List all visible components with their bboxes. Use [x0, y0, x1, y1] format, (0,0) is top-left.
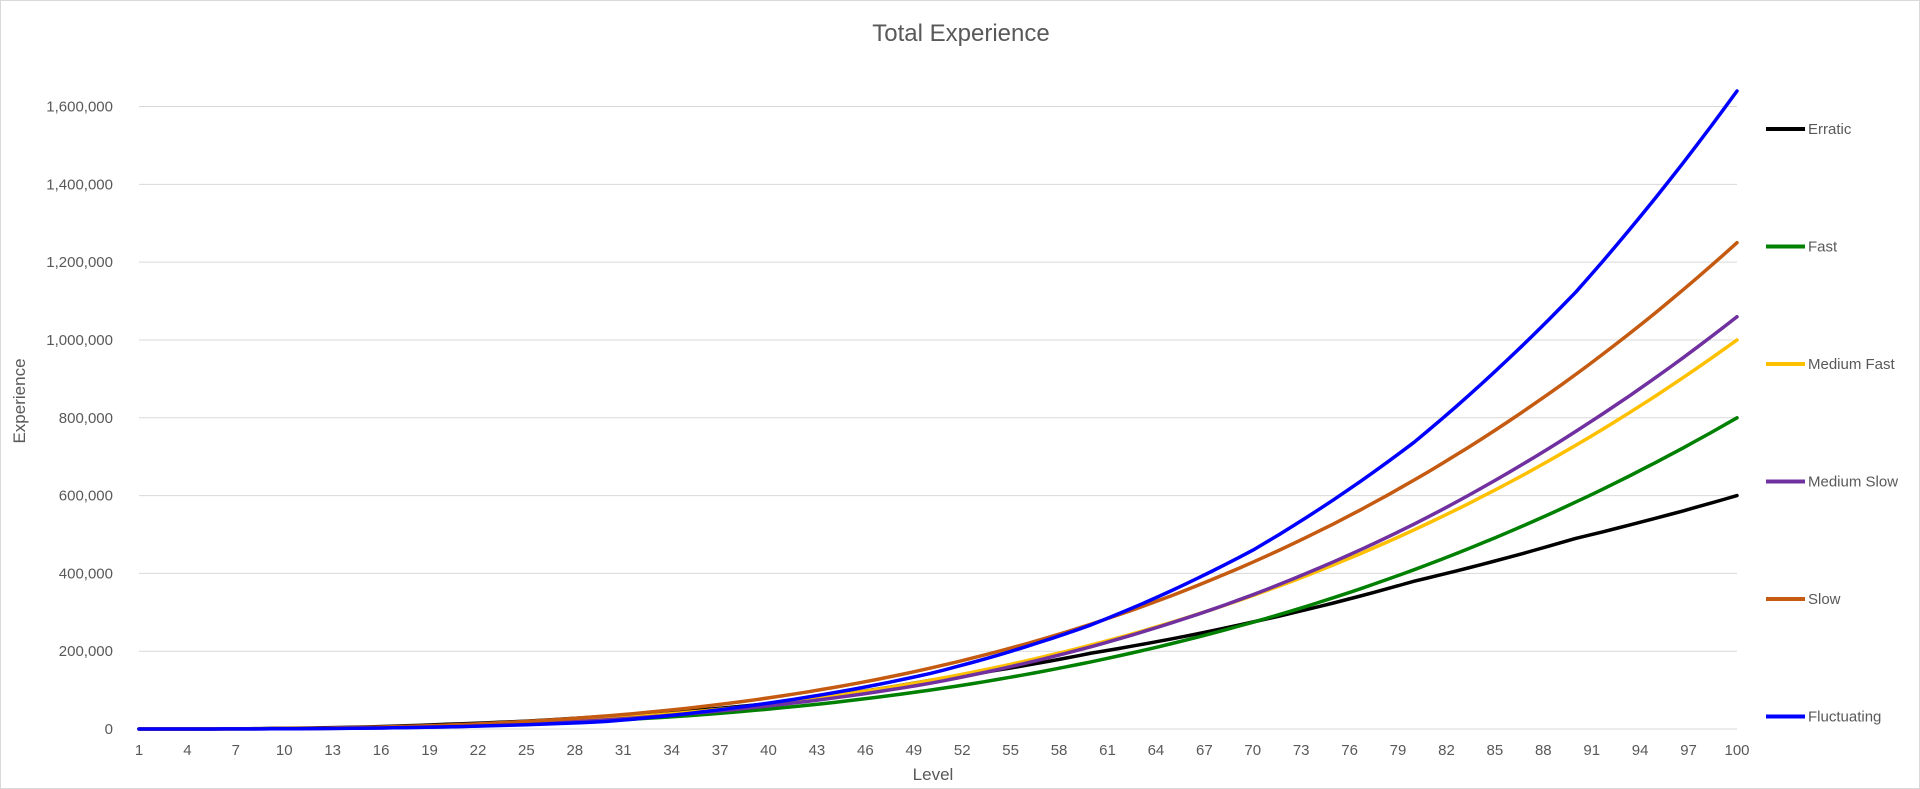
x-tick-label: 70 [1244, 742, 1261, 759]
x-tick-label: 67 [1196, 742, 1213, 759]
x-tick-label: 25 [518, 742, 535, 759]
series-line-slow [137, 240, 1739, 731]
x-tick-label: 100 [1724, 742, 1749, 759]
x-tick-label: 1 [135, 742, 143, 759]
chart-title: Total Experience [872, 20, 1049, 47]
y-axis-label: Experience [10, 358, 29, 443]
x-tick-label: 49 [905, 742, 922, 759]
y-axis-ticks: 0 200,000 400,000 600,000 800,000 1,000,000 1,… [46, 99, 113, 738]
legend-label: Medium Fast [1808, 356, 1896, 373]
x-tick-label: 88 [1535, 742, 1552, 759]
x-tick-label: 43 [809, 742, 826, 759]
y-tick-label: 1,200,000 [46, 254, 113, 271]
x-tick-label: 58 [1051, 742, 1068, 759]
x-tick-label: 40 [760, 742, 777, 759]
x-tick-label: 13 [324, 742, 341, 759]
x-tick-label: 46 [857, 742, 874, 759]
legend-label: Erratic [1808, 121, 1852, 138]
y-tick-label: 1,000,000 [46, 332, 113, 349]
x-tick-label: 64 [1148, 742, 1165, 759]
series-lines [137, 89, 1739, 731]
x-tick-label: 79 [1390, 742, 1407, 759]
y-tick-label: 0 [105, 721, 113, 738]
legend-label: Fast [1808, 239, 1838, 256]
x-tick-label: 4 [183, 742, 191, 759]
x-tick-label: 82 [1438, 742, 1455, 759]
x-tick-label: 37 [712, 742, 729, 759]
x-tick-label: 94 [1632, 742, 1649, 759]
y-tick-label: 1,400,000 [46, 176, 113, 193]
x-tick-label: 16 [373, 742, 390, 759]
y-tick-label: 400,000 [59, 565, 113, 582]
x-tick-label: 76 [1341, 742, 1358, 759]
x-axis-label: Level [913, 765, 954, 784]
legend-label: Medium Slow [1808, 474, 1898, 491]
legend: Erratic Fast Medium Fast Medium Slow Slow Flu… [1766, 121, 1898, 726]
gridlines [139, 106, 1737, 730]
y-tick-label: 800,000 [59, 410, 113, 427]
y-tick-label: 600,000 [59, 488, 113, 505]
x-tick-label: 52 [954, 742, 971, 759]
x-tick-label: 91 [1583, 742, 1600, 759]
x-tick-label: 19 [421, 742, 438, 759]
x-tick-label: 22 [470, 742, 487, 759]
x-tick-label: 7 [232, 742, 240, 759]
y-tick-label: 200,000 [59, 643, 113, 660]
legend-label: Slow [1808, 591, 1841, 608]
y-tick-label: 1,600,000 [46, 99, 113, 116]
legend-label: Fluctuating [1808, 709, 1881, 726]
x-tick-label: 97 [1680, 742, 1697, 759]
x-tick-label: 31 [615, 742, 632, 759]
x-tick-label: 55 [1002, 742, 1019, 759]
x-axis-ticks: 1 4 7 10 13 16 19 22 25 28 31 34 37 40 43 46 49 52 55 58 61 6… [135, 742, 1750, 759]
x-tick-label: 28 [566, 742, 583, 759]
series-line-erratic [137, 493, 1739, 731]
x-tick-label: 10 [276, 742, 293, 759]
x-tick-label: 61 [1099, 742, 1116, 759]
x-tick-label: 85 [1487, 742, 1504, 759]
x-tick-label: 73 [1293, 742, 1310, 759]
x-tick-label: 34 [663, 742, 680, 759]
series-line-fluctuating [137, 89, 1739, 731]
